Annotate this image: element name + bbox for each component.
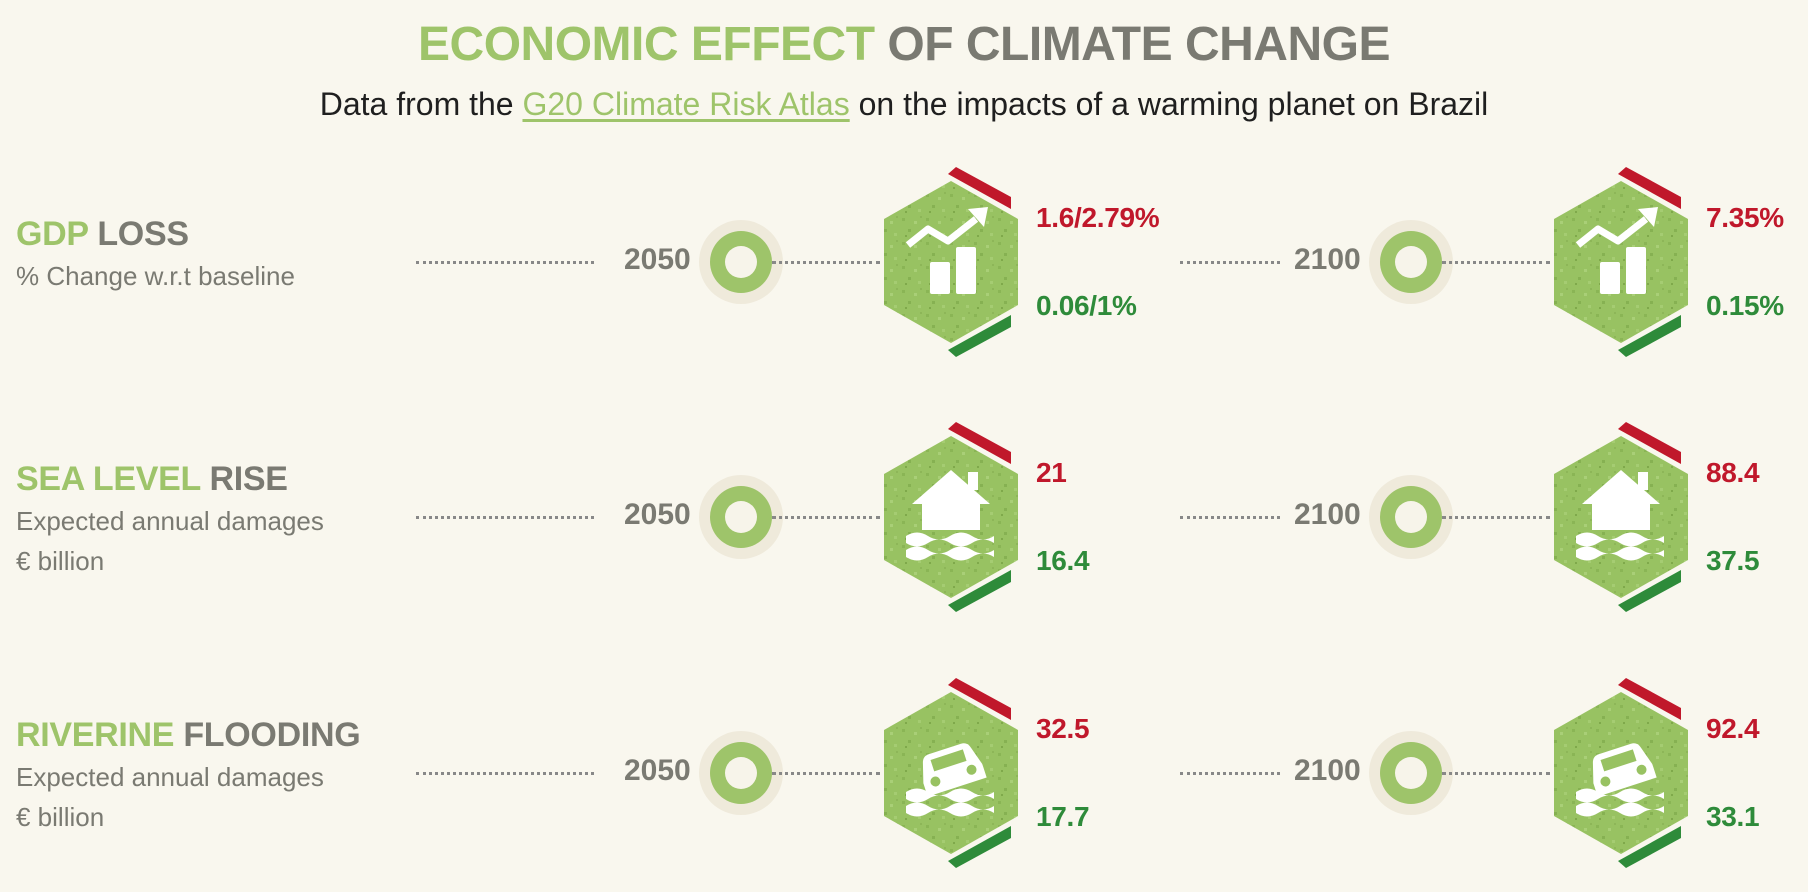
- row-title: GDP LOSS: [16, 212, 295, 256]
- year-label: 2050: [624, 498, 691, 531]
- row-title-green: RIVERINE: [16, 716, 175, 754]
- low-estimate-value: 37.5: [1706, 545, 1760, 576]
- flooded-car-icon: [1554, 678, 1688, 868]
- dotted-connector: [1442, 516, 1550, 519]
- row-subtitle-1: Expected annual damages: [16, 762, 324, 792]
- dotted-connector: [772, 261, 880, 264]
- year-label: 2050: [624, 243, 691, 276]
- row-subtitle-1: % Change w.r.t baseline: [16, 261, 295, 291]
- high-estimate-value: 92.4: [1706, 713, 1760, 744]
- row-label: RIVERINE FLOODING Expected annual damage…: [16, 713, 361, 837]
- row-gdp-loss: GDP LOSS % Change w.r.t baseline 2050 1.6…: [0, 162, 1808, 362]
- dotted-connector: [1442, 261, 1550, 264]
- page-subtitle: Data from the G20 Climate Risk Atlas on …: [0, 84, 1808, 124]
- dotted-connector: [416, 516, 594, 519]
- row-title: RIVERINE FLOODING: [16, 713, 361, 757]
- ring-marker-icon: [699, 475, 783, 559]
- low-estimate-value: 17.7: [1036, 801, 1090, 832]
- year-label: 2100: [1294, 243, 1361, 276]
- gdp-chart-icon: [1554, 167, 1688, 357]
- row-title-grey: LOSS: [97, 215, 189, 253]
- subtitle-post: on the impacts of a warming planet on Br…: [858, 86, 1489, 122]
- low-estimate-value: 16.4: [1036, 545, 1090, 576]
- ring-marker-icon: [699, 220, 783, 304]
- atlas-link[interactable]: G20 Climate Risk Atlas: [522, 86, 850, 122]
- title-grey: OF CLIMATE CHANGE: [887, 18, 1390, 71]
- year-label: 2100: [1294, 498, 1361, 531]
- row-riverine-flooding: RIVERINE FLOODING Expected annual damage…: [0, 673, 1808, 873]
- low-estimate-value: 33.1: [1706, 801, 1760, 832]
- page-title: ECONOMIC EFFECT OF CLIMATE CHANGE: [0, 14, 1808, 76]
- header: ECONOMIC EFFECT OF CLIMATE CHANGE Data f…: [0, 14, 1808, 124]
- dotted-connector: [772, 516, 880, 519]
- row-title-green: GDP: [16, 215, 89, 253]
- flooded-house-icon: [884, 422, 1018, 612]
- row-subtitle-1: Expected annual damages: [16, 506, 324, 536]
- ring-marker-icon: [1369, 731, 1453, 815]
- low-estimate-value: 0.15%: [1706, 290, 1784, 321]
- high-estimate-value: 7.35%: [1706, 202, 1784, 233]
- dotted-connector: [772, 772, 880, 775]
- high-estimate-value: 88.4: [1706, 457, 1760, 488]
- row-sea-level-rise: SEA LEVEL RISE Expected annual damages €…: [0, 417, 1808, 617]
- row-subtitle-2: € billion: [16, 802, 105, 832]
- high-estimate-value: 32.5: [1036, 713, 1090, 744]
- ring-marker-icon: [1369, 475, 1453, 559]
- dotted-connector: [416, 261, 594, 264]
- dotted-connector: [1180, 516, 1280, 519]
- row-subtitle-2: € billion: [16, 546, 105, 576]
- dotted-connector: [1442, 772, 1550, 775]
- dotted-connector: [1180, 772, 1280, 775]
- ring-marker-icon: [699, 731, 783, 815]
- year-label: 2050: [624, 754, 691, 787]
- year-label: 2100: [1294, 754, 1361, 787]
- row-label: SEA LEVEL RISE Expected annual damages €…: [16, 457, 324, 581]
- gdp-chart-icon: [884, 167, 1018, 357]
- row-title-grey: RISE: [209, 460, 288, 498]
- title-green: ECONOMIC EFFECT: [418, 18, 875, 71]
- row-label: GDP LOSS % Change w.r.t baseline: [16, 212, 295, 296]
- high-estimate-value: 21: [1036, 457, 1067, 488]
- low-estimate-value: 0.06/1%: [1036, 290, 1137, 321]
- row-title-green: SEA LEVEL: [16, 460, 201, 498]
- flooded-car-icon: [884, 678, 1018, 868]
- subtitle-pre: Data from the: [319, 86, 514, 122]
- flooded-house-icon: [1554, 422, 1688, 612]
- ring-marker-icon: [1369, 220, 1453, 304]
- row-title: SEA LEVEL RISE: [16, 457, 324, 501]
- row-title-grey: FLOODING: [183, 716, 361, 754]
- dotted-connector: [416, 772, 594, 775]
- high-estimate-value: 1.6/2.79%: [1036, 202, 1160, 233]
- dotted-connector: [1180, 261, 1280, 264]
